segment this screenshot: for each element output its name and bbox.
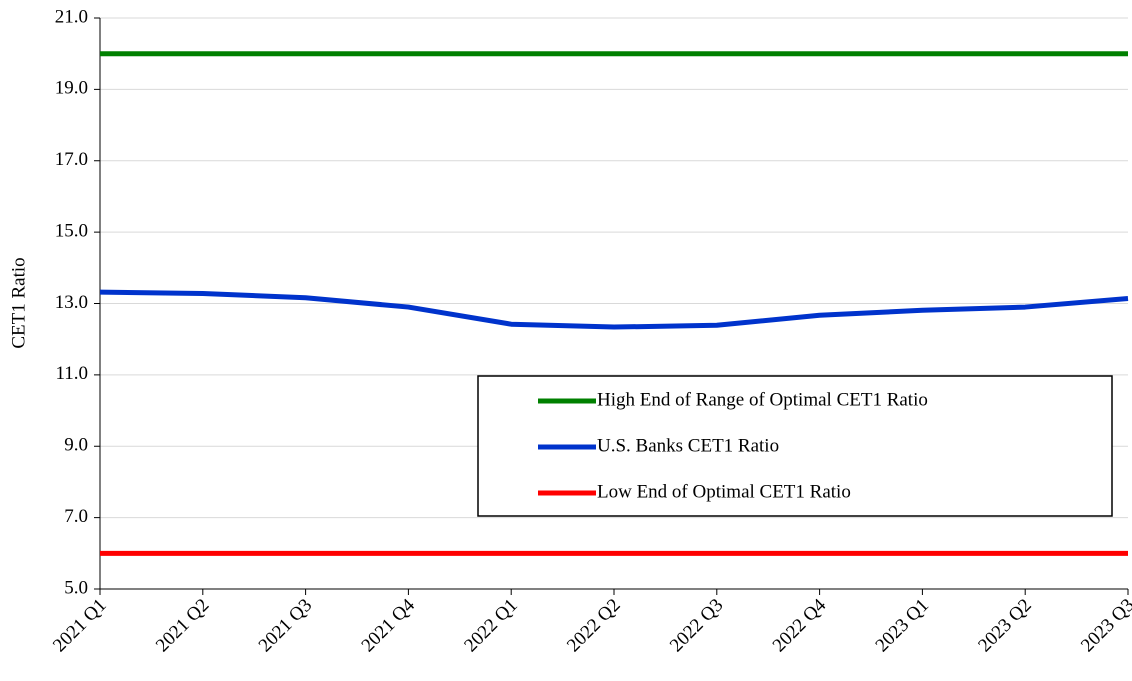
x-tick-label: 2022 Q2 (563, 595, 625, 657)
y-tick-label: 9.0 (64, 435, 88, 456)
x-tick-label: 2022 Q4 (769, 594, 831, 656)
y-tick-label: 15.0 (55, 220, 88, 241)
y-tick-label: 11.0 (55, 363, 88, 384)
y-tick-label: 5.0 (64, 577, 88, 598)
legend-label: U.S. Banks CET1 Ratio (597, 435, 779, 456)
x-tick-label: 2021 Q1 (49, 595, 111, 657)
x-tick-label: 2023 Q1 (872, 595, 934, 657)
x-tick-label: 2023 Q2 (974, 595, 1036, 657)
y-tick-label: 17.0 (55, 149, 88, 170)
y-tick-label: 21.0 (55, 6, 88, 27)
x-tick-label: 2021 Q3 (255, 595, 317, 657)
series-line (99, 289, 1129, 330)
y-axis-label: CET1 Ratio (8, 257, 29, 348)
x-tick-label: 2022 Q3 (666, 595, 728, 657)
x-tick-label: 2021 Q2 (152, 595, 214, 657)
x-tick-label: 2023 Q3 (1077, 595, 1132, 657)
y-tick-label: 13.0 (55, 292, 88, 313)
y-tick-label: 19.0 (55, 78, 88, 99)
x-tick-label: 2022 Q1 (460, 595, 522, 657)
y-tick-label: 7.0 (64, 506, 88, 527)
x-tick-label: 2021 Q4 (358, 594, 420, 656)
legend-label: High End of Range of Optimal CET1 Ratio (597, 389, 928, 410)
legend-label: Low End of Optimal CET1 Ratio (597, 481, 851, 502)
